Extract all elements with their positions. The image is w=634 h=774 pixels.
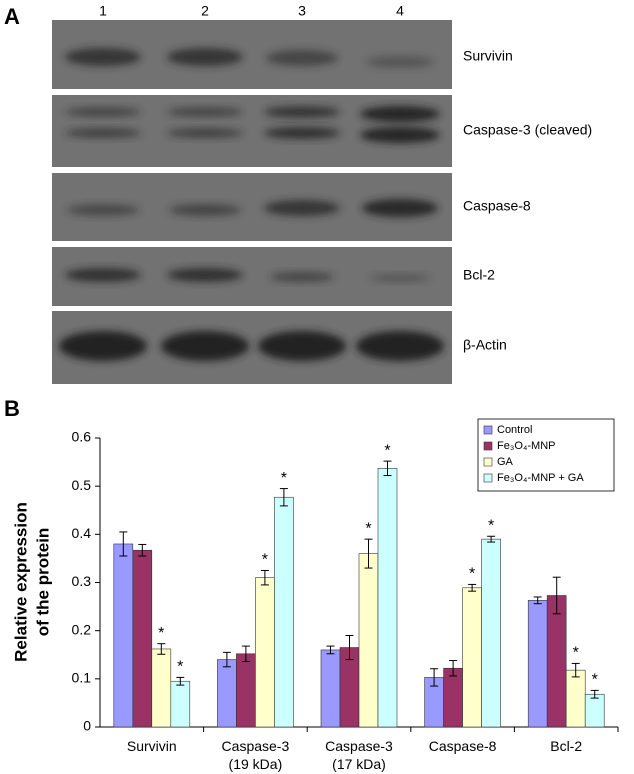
- bar: [584, 693, 605, 728]
- bar: [462, 587, 482, 728]
- significance-mark: *: [469, 566, 475, 583]
- significance-mark: *: [365, 520, 371, 537]
- band: [65, 268, 141, 282]
- bar: [443, 667, 463, 728]
- protein-label: β-Actin: [463, 337, 507, 353]
- y-tick-label: 0.4: [72, 525, 92, 541]
- blot-panel: [52, 20, 452, 384]
- band: [167, 268, 243, 282]
- band: [258, 331, 346, 361]
- y-axis-title: of the protein: [33, 528, 52, 637]
- band: [167, 48, 243, 66]
- panel-label: A: [4, 4, 20, 29]
- legend-swatch: [483, 473, 493, 483]
- significance-mark: *: [281, 470, 287, 487]
- lane-label: 3: [298, 3, 306, 19]
- significance-mark: *: [177, 659, 183, 676]
- x-tick-label: Caspase-8: [429, 738, 497, 754]
- significance-mark: *: [488, 517, 494, 534]
- band: [65, 48, 141, 66]
- band: [264, 106, 340, 118]
- legend-box: [477, 418, 615, 492]
- band: [59, 331, 147, 361]
- bar: [527, 600, 548, 728]
- band: [161, 331, 249, 361]
- x-tick-label: Caspase-3 (19 kDa): [222, 738, 290, 772]
- legend-label: Fe₃O₄-MNP + GA: [497, 472, 584, 484]
- legend-label: GA: [497, 456, 514, 468]
- band: [266, 50, 338, 66]
- band: [65, 107, 141, 117]
- y-tick-label: 0.6: [72, 429, 92, 445]
- band: [270, 272, 334, 282]
- bar: [546, 595, 567, 728]
- bar: [151, 648, 172, 728]
- bar: [481, 538, 501, 728]
- band: [360, 127, 440, 143]
- bar: [255, 577, 275, 728]
- significance-mark: *: [262, 552, 268, 569]
- legend-swatch: [483, 425, 493, 435]
- legend-label: Control: [497, 424, 532, 436]
- protein-label: Caspase-8: [463, 198, 531, 214]
- lane-label: 2: [201, 3, 209, 19]
- band: [67, 204, 139, 216]
- protein-label: Bcl-2: [463, 267, 495, 283]
- band: [360, 106, 440, 122]
- band: [366, 56, 434, 68]
- band: [169, 204, 241, 216]
- legend-label: Fe₃O₄-MNP: [497, 440, 555, 452]
- bar: [113, 543, 134, 728]
- y-tick-label: 0: [83, 718, 91, 734]
- significance-mark: *: [158, 625, 164, 642]
- protein-label: Caspase-3 (cleaved): [463, 122, 592, 138]
- legend-swatch: [483, 457, 493, 467]
- y-tick-label: 0.1: [72, 670, 92, 686]
- band: [264, 127, 340, 139]
- band: [65, 128, 141, 138]
- band: [370, 274, 430, 282]
- band: [167, 128, 243, 138]
- x-tick-label: Bcl-2: [550, 738, 582, 754]
- legend-swatch: [483, 441, 493, 451]
- significance-mark: *: [592, 672, 598, 689]
- x-tick-label: Survivin: [127, 738, 177, 754]
- bar: [132, 549, 153, 728]
- significance-mark: *: [573, 645, 579, 662]
- bar: [565, 669, 586, 728]
- bar: [320, 649, 341, 728]
- y-tick-label: 0.2: [72, 621, 92, 637]
- bar: [170, 680, 191, 728]
- significance-mark: *: [384, 442, 390, 459]
- band: [264, 200, 340, 216]
- y-tick-label: 0.5: [72, 477, 92, 493]
- legend: Control Fe₃O₄-MNP GA Fe₃O₄-MNP + GA: [477, 418, 615, 492]
- band: [362, 199, 438, 217]
- panel-label: B: [4, 396, 20, 421]
- bar: [358, 553, 379, 728]
- bar: [274, 496, 294, 728]
- bar: [236, 653, 256, 728]
- bar: [217, 659, 237, 728]
- y-tick-label: 0.3: [72, 573, 92, 589]
- band: [167, 107, 243, 117]
- bar: [377, 468, 398, 728]
- lane-label: 1: [99, 3, 107, 19]
- y-axis-title: Relative expression: [11, 502, 30, 662]
- protein-label: Survivin: [463, 48, 513, 64]
- band: [356, 331, 444, 361]
- lane-label: 4: [396, 3, 404, 19]
- x-tick-label: Caspase-3 (17 kDa): [325, 738, 393, 772]
